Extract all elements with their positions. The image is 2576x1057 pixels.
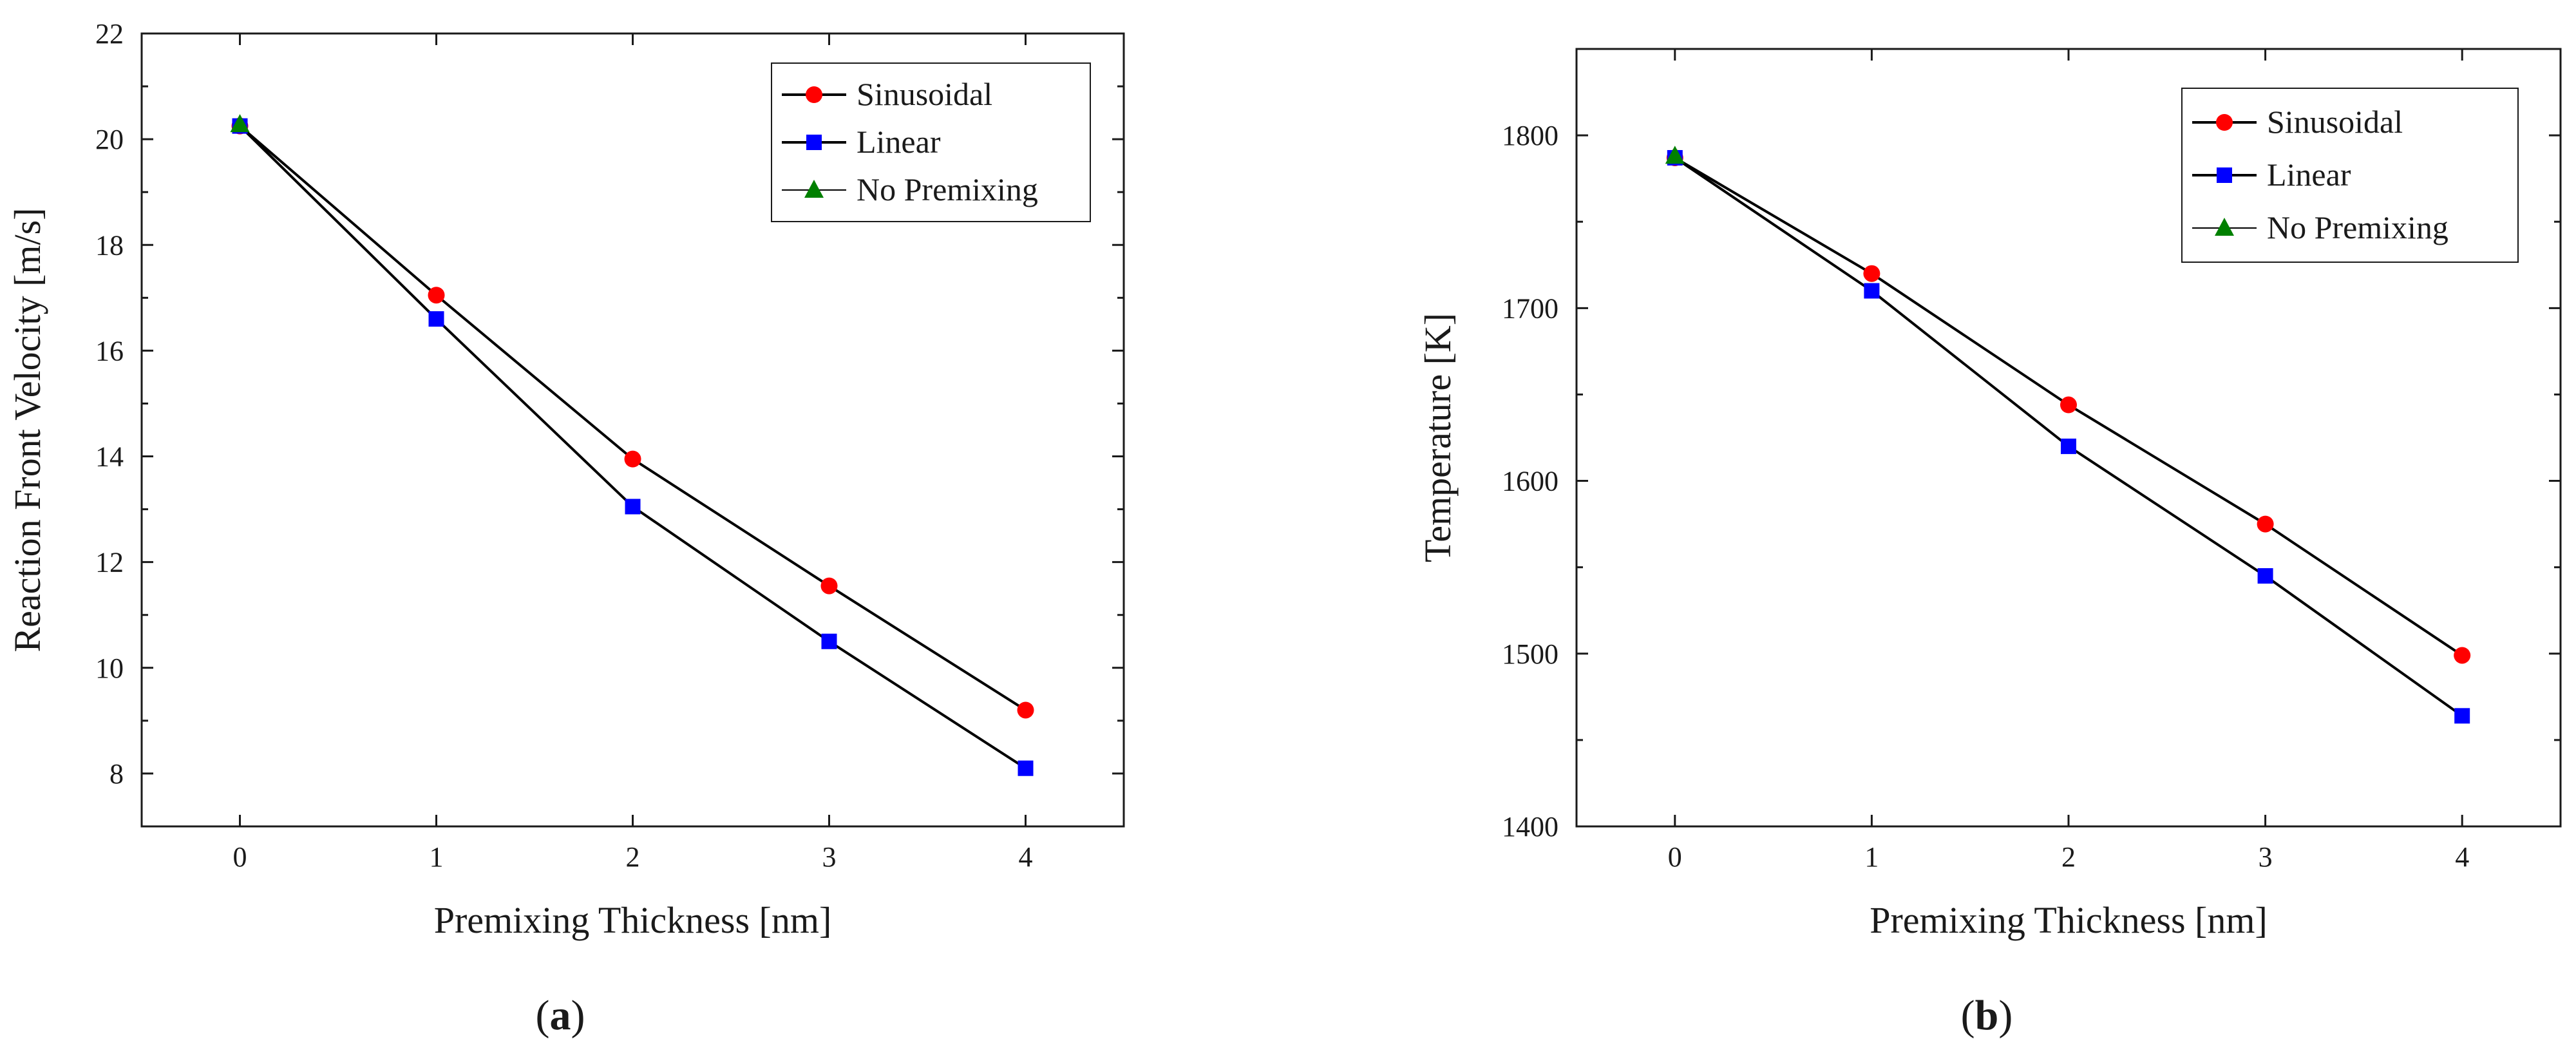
y-tick-label: 1700 (1502, 292, 1558, 324)
legend-label: Sinusoidal (2267, 104, 2403, 140)
x-tick-label: 4 (2455, 841, 2469, 873)
y-tick-label: 10 (95, 652, 124, 684)
y-tick-label: 1400 (1502, 811, 1558, 843)
data-point-sinusoidal (1863, 265, 1880, 282)
x-tick-label: 0 (1668, 841, 1682, 873)
legend-label: Sinusoidal (857, 76, 992, 112)
data-point-linear (821, 633, 837, 649)
x-tick-label: 1 (430, 841, 444, 873)
data-point-sinusoidal (820, 577, 838, 595)
data-point-sinusoidal (428, 287, 445, 304)
caption-a-open: ( (536, 992, 550, 1039)
legend-label: No Premixing (2267, 209, 2448, 245)
data-point-linear (1018, 760, 1034, 776)
x-axis-title: Premixing Thickness [nm] (434, 899, 832, 941)
x-tick-label: 3 (822, 841, 837, 873)
y-tick-label: 20 (95, 124, 124, 155)
caption-a-close: ) (571, 992, 585, 1039)
legend-marker-linear (2217, 167, 2232, 183)
data-point-linear (1864, 283, 1880, 299)
legend-marker-no-premixing (804, 180, 824, 198)
y-tick-label: 22 (95, 18, 124, 50)
y-tick-label: 18 (95, 229, 124, 261)
data-point-linear (2257, 568, 2273, 584)
x-tick-label: 3 (2259, 841, 2273, 873)
chart-b: 0 1 2 3 4 1400 1500 1600 1700 1800 Premixing Thick… (1417, 48, 2562, 941)
y-tick-label: 12 (95, 547, 124, 578)
caption-b-letter: b (1975, 992, 1999, 1039)
y-tick-label: 1800 (1502, 120, 1558, 151)
data-point-no-premixing (1665, 146, 1685, 164)
caption-b-open: ( (1961, 992, 1975, 1039)
legend-marker-no-premixing (2215, 218, 2234, 236)
data-point-linear (428, 311, 444, 327)
legend-label: Linear (2267, 157, 2351, 193)
series-line-linear (239, 125, 1027, 770)
legend-marker-sinusoidal (2216, 114, 2233, 131)
caption-a: (a) (536, 992, 585, 1039)
caption-b: (b) (1961, 992, 2013, 1039)
data-point-linear (2061, 438, 2076, 454)
x-tick-label: 1 (1864, 841, 1879, 873)
data-point-linear (2454, 708, 2470, 724)
caption-b-close: ) (1998, 992, 2012, 1039)
data-point-sinusoidal (2257, 515, 2274, 533)
data-point-sinusoidal (2454, 647, 2471, 664)
x-tick-label: 2 (2061, 841, 2076, 873)
legend-marker-linear (806, 135, 822, 150)
y-tick-label: 14 (95, 441, 124, 473)
x-tick-label: 4 (1019, 841, 1033, 873)
data-point-sinusoidal (624, 450, 641, 468)
y-tick-label: 16 (95, 335, 124, 367)
data-point-no-premixing (230, 114, 250, 133)
y-tick-label: 1500 (1502, 638, 1558, 670)
y-axis-title: Temperature [K] (1417, 313, 1459, 562)
x-tick-label: 0 (233, 841, 247, 873)
data-point-linear (625, 499, 641, 515)
caption-a-letter: a (550, 992, 571, 1039)
legend-label: Linear (857, 124, 941, 160)
y-tick-label: 8 (109, 758, 124, 790)
legend-marker-sinusoidal (806, 86, 822, 103)
y-tick-label: 1600 (1502, 466, 1558, 497)
data-point-sinusoidal (2060, 396, 2077, 414)
data-point-sinusoidal (1017, 701, 1034, 719)
x-axis-title: Premixing Thickness [nm] (1870, 899, 2268, 941)
x-tick-label: 2 (626, 841, 640, 873)
legend-label: No Premixing (857, 171, 1038, 207)
y-axis-title: Reaction Front Velocity [m/s] (6, 208, 48, 652)
